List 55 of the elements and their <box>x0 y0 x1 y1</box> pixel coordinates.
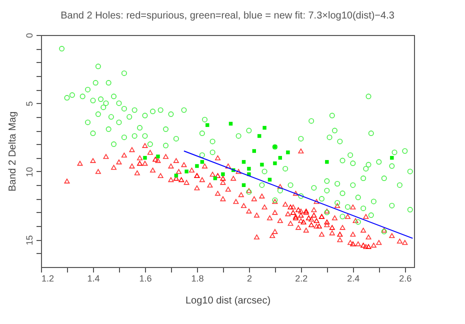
point <box>195 164 199 168</box>
point <box>296 207 302 212</box>
point <box>390 156 394 160</box>
point <box>242 160 246 164</box>
point <box>316 224 322 228</box>
point <box>286 150 290 154</box>
point <box>143 156 147 160</box>
x-tick-label: 1.4 <box>87 274 100 284</box>
point <box>247 166 251 171</box>
point <box>220 176 226 181</box>
point <box>306 215 312 220</box>
x-tick-label: 1.2 <box>42 274 54 284</box>
point <box>242 183 246 187</box>
point <box>200 160 204 164</box>
x-tick-label: 2.2 <box>295 274 308 284</box>
point <box>325 160 329 164</box>
point <box>257 134 262 138</box>
point <box>311 212 317 218</box>
point <box>290 210 296 215</box>
point <box>288 204 294 210</box>
point <box>156 154 160 158</box>
point <box>366 244 372 249</box>
point <box>252 149 256 153</box>
point <box>350 241 356 246</box>
x-tick-label: 1.8 <box>191 274 204 284</box>
x-tick-label: 1.6 <box>139 274 152 284</box>
point <box>324 220 330 224</box>
x-tick-label: 2.4 <box>347 274 360 284</box>
y-tick-label: 15 <box>24 235 34 246</box>
point <box>178 177 184 182</box>
x-tick-label: 2.6 <box>399 274 412 284</box>
x-axis-title: Log10 dist (arcsec) <box>185 296 271 306</box>
point <box>174 174 178 178</box>
chart-title: Band 2 Holes: red=spurious, green=real, blue = new fit: 7.3×log10(dist)−4.3 <box>60 10 395 22</box>
y-tick-label: 5 <box>24 101 34 106</box>
y-tick-label: 10 <box>24 166 34 177</box>
point <box>184 170 188 174</box>
x-tick-label: 2 <box>246 274 252 284</box>
point <box>300 220 306 224</box>
point <box>137 160 143 166</box>
point <box>215 173 220 178</box>
point <box>360 242 366 248</box>
point <box>152 156 158 162</box>
point <box>337 232 343 237</box>
point <box>221 172 225 176</box>
point <box>298 212 304 218</box>
y-tick-label: 0 <box>24 32 34 38</box>
point <box>262 126 266 130</box>
point <box>314 218 320 224</box>
point <box>273 161 277 166</box>
point <box>329 224 335 230</box>
point <box>308 222 314 228</box>
y-axis-title: Band 2 Delta Mag <box>8 111 18 192</box>
point <box>205 123 210 127</box>
point <box>260 162 264 167</box>
